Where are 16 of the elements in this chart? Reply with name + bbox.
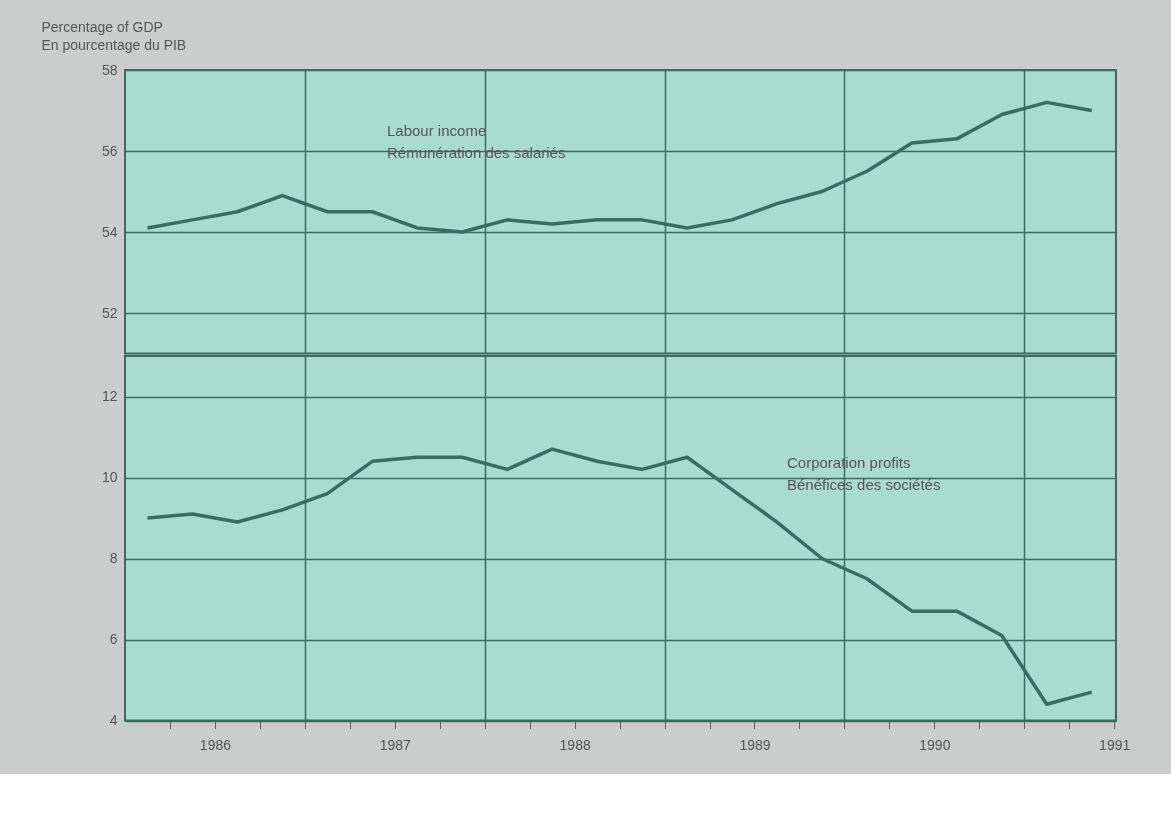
x-tick-label: 1988 [559, 737, 591, 753]
y-tick-label: 10 [101, 469, 118, 485]
y-tick-label: 6 [109, 631, 118, 647]
y-tick-label: 4 [109, 712, 118, 728]
x-tick-label: 1987 [379, 737, 412, 753]
x-tick-label: 1989 [739, 737, 771, 753]
x-tick-label: 1990 [919, 737, 951, 753]
y-tick-label: 54 [101, 223, 118, 240]
y-tick-label: 56 [101, 142, 118, 159]
y-axis-title: Percentage of GDP En pourcentage du PIB [41, 19, 187, 53]
y-tick-label: 58 [101, 61, 118, 78]
y-tick-label: 52 [101, 304, 118, 321]
y-tick-label: 12 [101, 388, 118, 404]
x-tick-label: 1991 [1099, 737, 1131, 753]
y-tick-label: 8 [109, 550, 118, 566]
x-tick-label: 1986 [199, 737, 232, 753]
